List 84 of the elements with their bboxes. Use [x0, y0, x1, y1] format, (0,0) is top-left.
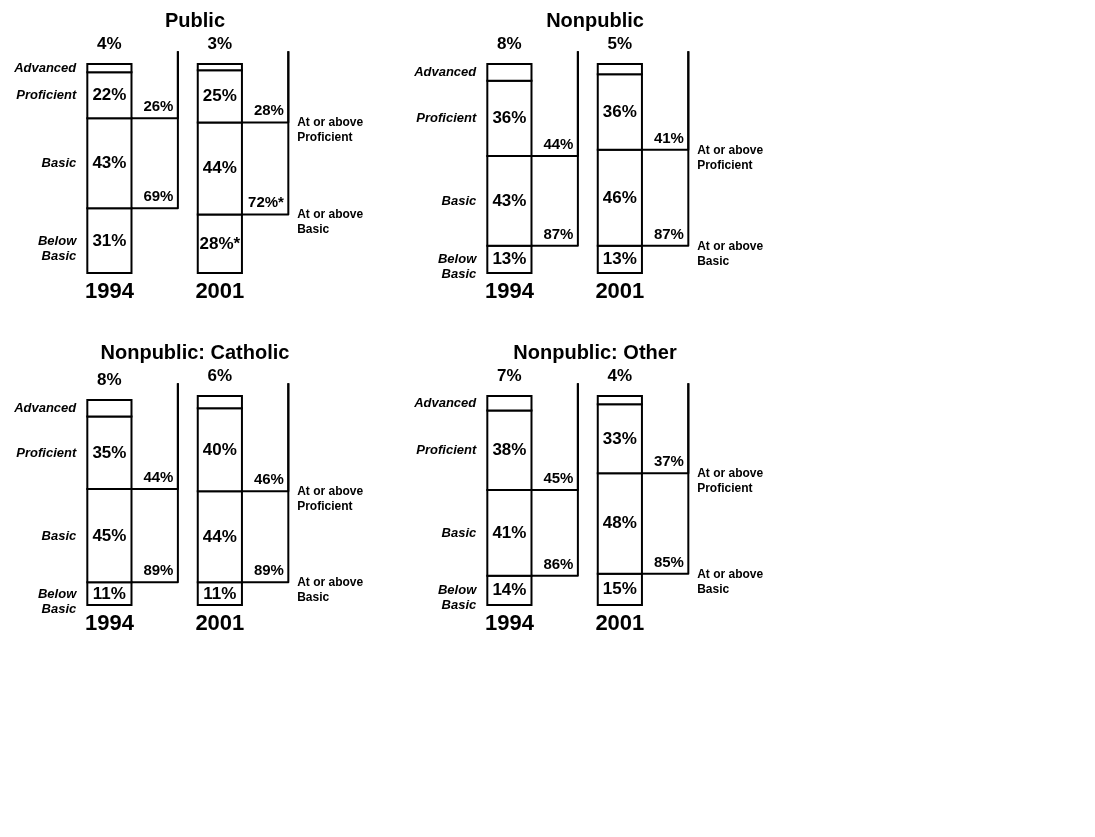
annotation: 69% [143, 187, 174, 205]
data-label: 4% [607, 365, 633, 385]
data-label: 3% [207, 33, 233, 53]
series-label: Basic [41, 527, 78, 543]
chart-title: Nonpublic: Catholic [100, 340, 290, 363]
text: At or above Basic [697, 566, 764, 596]
series-label: Below Basic [437, 251, 478, 282]
annotation: 26% [143, 97, 174, 115]
data-label: 13% [602, 249, 637, 269]
data-label: 45% [92, 525, 127, 545]
chart-title: Public [164, 8, 226, 31]
text: At or above Proficient [697, 142, 764, 172]
data-label: 40% [202, 439, 237, 459]
text: At or above Proficient [297, 484, 364, 514]
series-label: Proficient [416, 110, 477, 126]
series-label: Proficient [16, 87, 77, 103]
data-label: 46% [602, 187, 637, 207]
x-tick-label: 2001 [595, 278, 645, 303]
x-tick-label: 1994 [484, 278, 535, 303]
x-tick-label: 2001 [195, 610, 245, 635]
data-label: 38% [492, 440, 527, 460]
series-label: Advanced [413, 64, 478, 80]
data-label: 14% [492, 580, 527, 600]
data-label: 35% [92, 442, 127, 462]
series-label: Below Basic [437, 582, 478, 613]
data-label: 41% [492, 522, 527, 542]
annotation: 87% [653, 224, 684, 242]
series-label: Advanced [13, 400, 78, 416]
text: At or above Basic [697, 238, 764, 268]
x-tick-label: 1994 [84, 278, 135, 303]
chart-title: Nonpublic: Other [513, 340, 677, 363]
data-label: 25% [202, 86, 237, 106]
data-label: 48% [602, 513, 637, 533]
data-label: 8% [497, 33, 522, 53]
x-tick-label: 1994 [484, 610, 535, 635]
data-label: 43% [92, 153, 127, 173]
data-label: 7% [497, 365, 522, 385]
series-label: Basic [441, 524, 478, 540]
data-label: 36% [492, 108, 527, 128]
data-label: 44% [202, 526, 237, 546]
text: At or above Proficient [297, 115, 364, 145]
x-tick-label: 1994 [84, 610, 135, 635]
data-label: 44% [202, 158, 237, 178]
data-label: 31% [92, 230, 127, 250]
annotation: 41% [653, 128, 684, 146]
data-label: 4% [97, 33, 122, 53]
series-label: Below Basic [37, 232, 78, 263]
annotation: 89% [143, 561, 174, 579]
annotation: 37% [653, 452, 684, 470]
text: At or above Basic [297, 575, 364, 605]
series-label: Proficient [416, 442, 477, 458]
series-label: Basic [41, 155, 78, 171]
data-label: 15% [602, 579, 637, 599]
annotation: 87% [543, 224, 574, 242]
annotation: 86% [543, 554, 574, 572]
chart-title: Nonpublic [546, 8, 644, 31]
series-label: Basic [441, 192, 478, 208]
data-label: 13% [492, 249, 527, 269]
annotation: 72%* [248, 193, 285, 211]
annotation: 85% [653, 552, 684, 570]
data-label: 33% [602, 428, 637, 448]
data-label: 28%* [199, 233, 241, 253]
data-label: 22% [92, 85, 127, 105]
series-label: Advanced [413, 395, 478, 411]
x-tick-label: 2001 [595, 610, 645, 635]
data-label: 8% [97, 370, 122, 390]
text: At or above Basic [297, 207, 364, 237]
annotation: 46% [253, 470, 284, 488]
series-label: Advanced [13, 60, 78, 76]
series-label: Below Basic [37, 585, 78, 616]
annotation: 28% [253, 101, 284, 119]
data-label: 36% [602, 102, 637, 121]
annotation: 44% [543, 134, 574, 152]
data-label: 11% [92, 583, 126, 603]
annotation: 45% [543, 469, 574, 486]
data-label: 43% [492, 190, 527, 210]
x-tick-label: 2001 [195, 278, 245, 303]
data-label: 6% [207, 365, 233, 385]
annotation: 44% [143, 468, 174, 486]
data-label: 5% [607, 33, 633, 53]
text: At or above Proficient [697, 466, 764, 496]
data-label: 11% [203, 583, 237, 603]
series-label: Proficient [16, 444, 77, 460]
annotation: 89% [253, 561, 284, 579]
